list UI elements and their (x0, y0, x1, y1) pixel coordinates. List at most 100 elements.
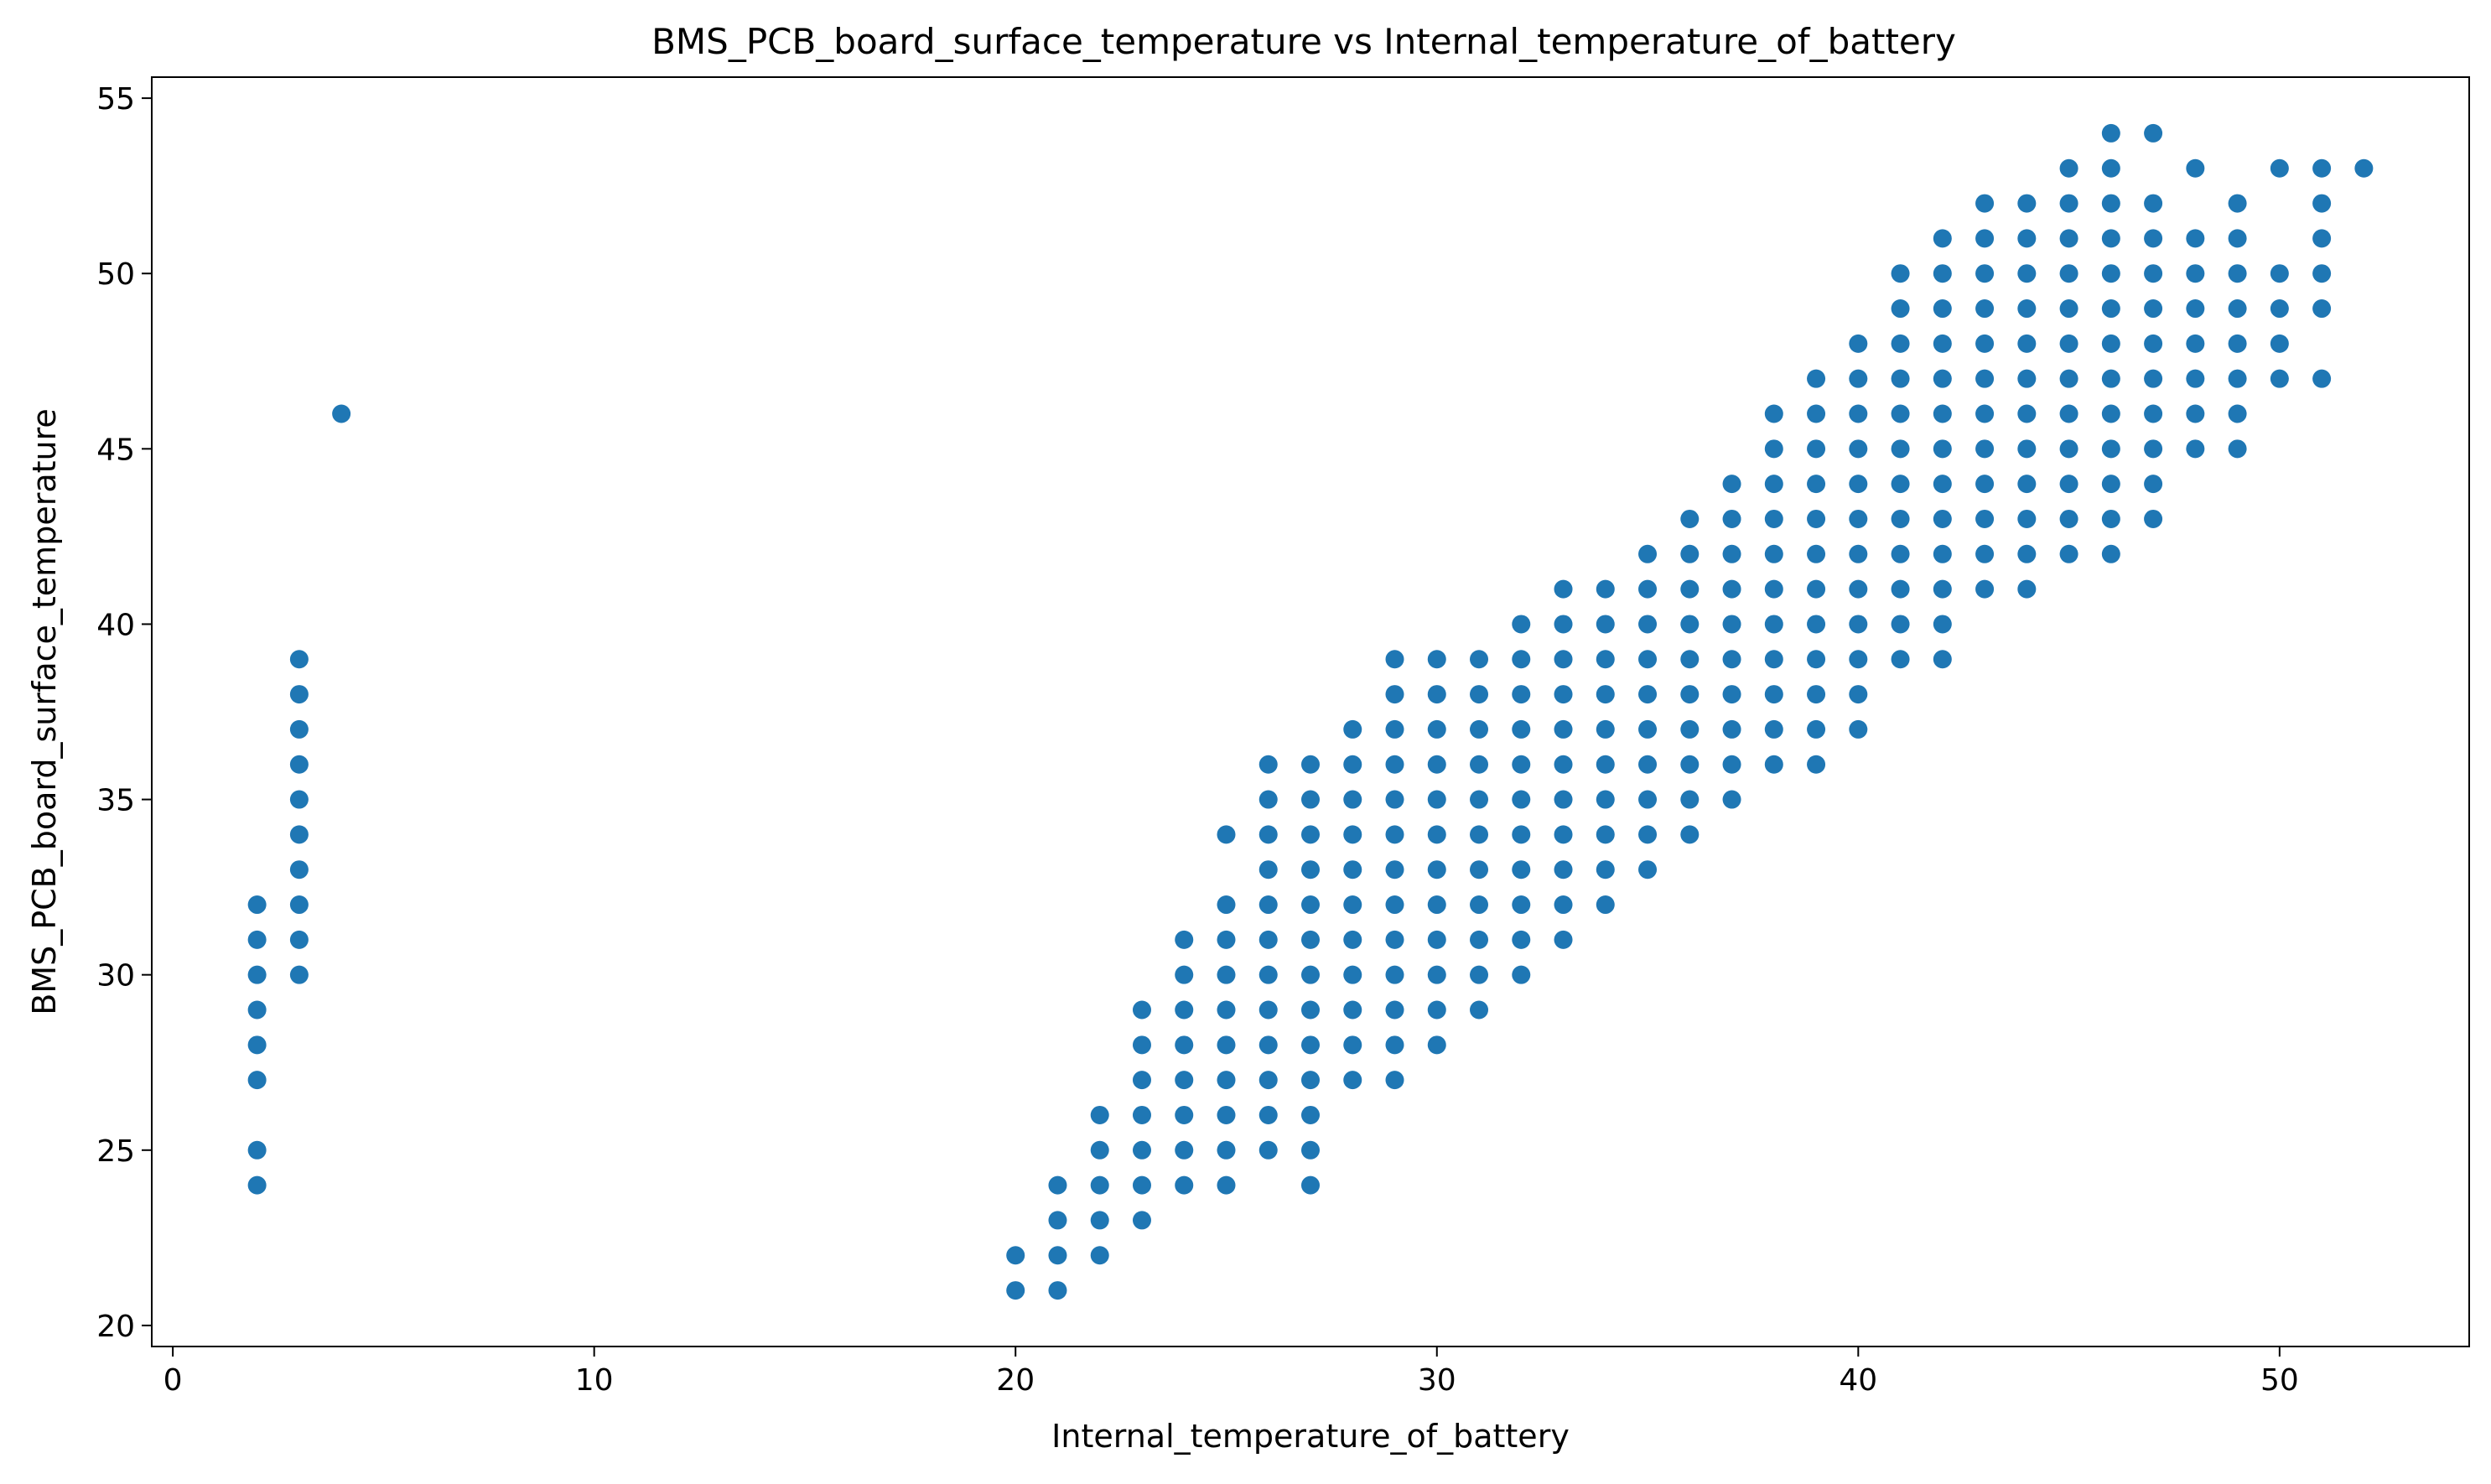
x-tick-label-40: 40 (1839, 1363, 1877, 1398)
data-point-x36-y36 (1680, 755, 1700, 774)
data-point-x44-y43 (2017, 509, 2037, 528)
data-point-x46-y43 (2101, 509, 2120, 528)
data-point-x3-y33 (289, 860, 309, 880)
data-point-x40-y42 (1849, 544, 1868, 563)
data-point-x40-y46 (1849, 404, 1868, 423)
data-point-x40-y43 (1849, 509, 1868, 528)
data-point-x25-y31 (1217, 930, 1236, 949)
data-point-x45-y51 (2059, 229, 2078, 248)
data-point-x46-y47 (2101, 369, 2120, 388)
data-point-x30-y34 (1427, 825, 1446, 844)
data-point-x27-y34 (1301, 825, 1320, 844)
data-point-x34-y36 (1596, 755, 1615, 774)
data-point-x22-y24 (1090, 1175, 1109, 1195)
data-point-x39-y36 (1807, 755, 1826, 774)
data-point-x44-y49 (2017, 299, 2037, 319)
data-point-x45-y42 (2059, 544, 2078, 563)
data-point-x41-y44 (1891, 475, 1910, 494)
data-point-x35-y33 (1638, 860, 1658, 880)
data-point-x34-y34 (1596, 825, 1615, 844)
data-point-x33-y34 (1554, 825, 1573, 844)
data-point-x24-y25 (1175, 1140, 1194, 1160)
data-point-x42-y46 (1933, 404, 1952, 423)
data-point-x40-y45 (1849, 439, 1868, 459)
data-point-x36-y38 (1680, 685, 1700, 704)
x-tick-label-10: 10 (575, 1363, 614, 1398)
points-layer (247, 123, 2374, 1300)
data-point-x4-y46 (332, 404, 351, 423)
data-point-x38-y40 (1764, 615, 1783, 634)
data-point-x38-y41 (1764, 579, 1783, 599)
data-point-x35-y41 (1638, 579, 1658, 599)
data-point-x37-y39 (1722, 650, 1741, 669)
x-tick-label-50: 50 (2260, 1363, 2299, 1398)
data-point-x3-y34 (289, 825, 309, 844)
data-point-x2-y32 (247, 895, 267, 915)
x-tick-label-0: 0 (163, 1363, 183, 1398)
data-point-x25-y32 (1217, 895, 1236, 915)
data-point-x34-y32 (1596, 895, 1615, 915)
data-point-x26-y27 (1258, 1071, 1278, 1090)
data-point-x36-y37 (1680, 719, 1700, 739)
data-point-x35-y39 (1638, 650, 1658, 669)
data-point-x35-y37 (1638, 719, 1658, 739)
data-point-x44-y44 (2017, 475, 2037, 494)
data-point-x29-y39 (1385, 650, 1404, 669)
data-point-x2-y27 (247, 1071, 267, 1090)
data-point-x41-y45 (1891, 439, 1910, 459)
data-point-x27-y31 (1301, 930, 1320, 949)
data-point-x44-y41 (2017, 579, 2037, 599)
data-point-x42-y47 (1933, 369, 1952, 388)
data-point-x48-y49 (2186, 299, 2205, 319)
data-point-x22-y23 (1090, 1211, 1109, 1230)
data-point-x39-y41 (1807, 579, 1826, 599)
data-point-x35-y34 (1638, 825, 1658, 844)
data-point-x39-y45 (1807, 439, 1826, 459)
data-point-x47-y44 (2144, 475, 2163, 494)
data-point-x39-y39 (1807, 650, 1826, 669)
y-tick-label-25: 25 (96, 1134, 135, 1169)
data-point-x27-y26 (1301, 1105, 1320, 1124)
data-point-x32-y33 (1512, 860, 1531, 880)
data-point-x45-y43 (2059, 509, 2078, 528)
data-point-x3-y37 (289, 719, 309, 739)
data-point-x2-y25 (247, 1140, 267, 1160)
data-point-x32-y38 (1512, 685, 1531, 704)
data-point-x33-y32 (1554, 895, 1573, 915)
plot-frame (151, 76, 2470, 1347)
data-point-x41-y40 (1891, 615, 1910, 634)
data-point-x44-y52 (2017, 194, 2037, 213)
data-point-x32-y32 (1512, 895, 1531, 915)
data-point-x46-y45 (2101, 439, 2120, 459)
data-point-x37-y42 (1722, 544, 1741, 563)
data-point-x51-y53 (2312, 158, 2332, 178)
y-axis-ticks: 20 25 30 35 40 45 50 55 (96, 82, 152, 1344)
data-point-x45-y46 (2059, 404, 2078, 423)
data-point-x23-y27 (1132, 1071, 1151, 1090)
data-point-x52-y53 (2354, 158, 2374, 178)
data-point-x39-y43 (1807, 509, 1826, 528)
data-point-x27-y28 (1301, 1035, 1320, 1055)
data-point-x35-y38 (1638, 685, 1658, 704)
data-point-x2-y29 (247, 1000, 267, 1020)
data-point-x29-y29 (1385, 1000, 1404, 1020)
data-point-x33-y38 (1554, 685, 1573, 704)
data-point-x41-y46 (1891, 404, 1910, 423)
data-point-x25-y30 (1217, 965, 1236, 984)
data-point-x37-y38 (1722, 685, 1741, 704)
data-point-x43-y46 (1975, 404, 1995, 423)
y-tick-label-40: 40 (96, 608, 135, 642)
data-point-x27-y27 (1301, 1071, 1320, 1090)
data-point-x24-y29 (1175, 1000, 1194, 1020)
data-point-x30-y30 (1427, 965, 1446, 984)
data-point-x28-y37 (1343, 719, 1362, 739)
data-point-x32-y31 (1512, 930, 1531, 949)
data-point-x38-y42 (1764, 544, 1783, 563)
data-point-x44-y47 (2017, 369, 2037, 388)
data-point-x29-y34 (1385, 825, 1404, 844)
data-point-x31-y32 (1470, 895, 1489, 915)
data-point-x30-y38 (1427, 685, 1446, 704)
data-point-x46-y44 (2101, 475, 2120, 494)
data-point-x23-y25 (1132, 1140, 1151, 1160)
y-tick-label-55: 55 (96, 82, 135, 117)
